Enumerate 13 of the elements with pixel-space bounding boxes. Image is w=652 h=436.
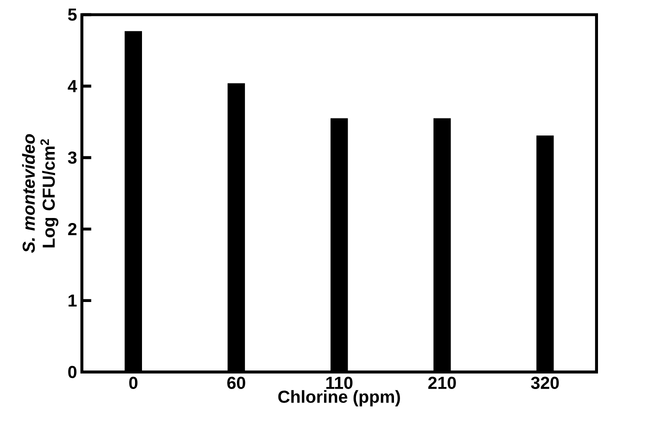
y-tick-label: 0 bbox=[68, 366, 76, 378]
x-tick-label: 110 bbox=[326, 376, 352, 389]
x-tick-label: 210 bbox=[428, 376, 456, 389]
y-tick-label: 1 bbox=[68, 294, 77, 306]
x-tick-label: 60 bbox=[227, 376, 246, 389]
y-tick-label: 2 bbox=[68, 223, 76, 236]
y-tick-label: 3 bbox=[68, 151, 77, 164]
y-tick-label: 4 bbox=[68, 80, 78, 92]
y-axis-title: S. montevideo Log CFU/cm$^{2}$ bbox=[22, 134, 58, 253]
x-tick-label: 320 bbox=[531, 376, 559, 389]
x-axis-title: Chlorine (ppm) bbox=[278, 390, 400, 406]
y-tick-label: 5 bbox=[68, 8, 77, 21]
x-tick-label: 0 bbox=[129, 376, 138, 389]
